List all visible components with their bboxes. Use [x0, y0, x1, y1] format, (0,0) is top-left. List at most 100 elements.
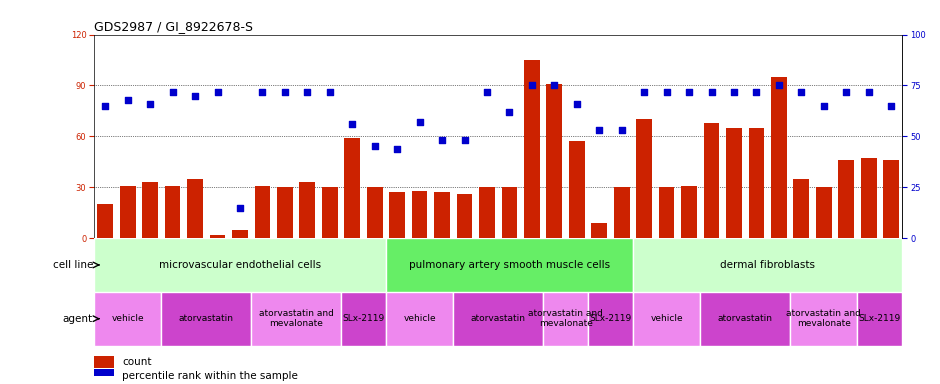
Text: atorvastatin and
mevalonate: atorvastatin and mevalonate	[787, 309, 861, 328]
Point	[636, 88, 651, 94]
Text: vehicle: vehicle	[111, 314, 144, 323]
Bar	[300, 182, 315, 238]
Point	[255, 88, 270, 94]
Bar	[94, 292, 162, 346]
Bar	[700, 292, 791, 346]
Bar	[726, 128, 742, 238]
Bar	[546, 84, 562, 238]
Point	[187, 93, 203, 99]
Bar	[142, 182, 158, 238]
Bar	[543, 292, 588, 346]
Text: atorvastatin and
mevalonate: atorvastatin and mevalonate	[258, 309, 334, 328]
Point	[772, 83, 787, 89]
Text: GDS2987 / GI_8922678-S: GDS2987 / GI_8922678-S	[94, 20, 253, 33]
Point	[457, 137, 472, 144]
Text: SLx-2119: SLx-2119	[342, 314, 384, 323]
Point	[525, 83, 540, 89]
Text: microvascular endothelial cells: microvascular endothelial cells	[159, 260, 321, 270]
Bar	[816, 187, 832, 238]
Bar	[412, 190, 428, 238]
Bar	[386, 238, 633, 292]
Text: atorvastatin: atorvastatin	[471, 314, 525, 323]
Bar	[251, 292, 341, 346]
Bar	[793, 179, 809, 238]
Bar	[94, 238, 386, 292]
Bar	[614, 187, 630, 238]
Text: atorvastatin: atorvastatin	[179, 314, 234, 323]
Point	[368, 144, 383, 150]
Bar	[321, 187, 337, 238]
Bar	[341, 292, 386, 346]
Text: cell line: cell line	[53, 260, 93, 270]
Point	[165, 88, 180, 94]
Bar	[861, 158, 877, 238]
Bar	[659, 187, 675, 238]
Bar	[434, 192, 450, 238]
Bar	[457, 194, 473, 238]
Point	[345, 121, 360, 127]
Bar	[210, 235, 226, 238]
Point	[838, 88, 854, 94]
Point	[300, 88, 315, 94]
Point	[277, 88, 292, 94]
Bar	[704, 123, 719, 238]
Bar	[569, 141, 585, 238]
Bar	[255, 185, 271, 238]
Point	[412, 119, 427, 125]
Text: pulmonary artery smooth muscle cells: pulmonary artery smooth muscle cells	[409, 260, 610, 270]
Point	[704, 88, 719, 94]
Text: atorvastatin and
mevalonate: atorvastatin and mevalonate	[528, 309, 603, 328]
Bar	[164, 185, 180, 238]
Point	[143, 101, 158, 107]
Point	[793, 88, 808, 94]
Bar	[838, 160, 854, 238]
Bar	[748, 128, 764, 238]
Bar	[479, 187, 494, 238]
Bar	[453, 292, 543, 346]
Bar	[884, 160, 899, 238]
Bar	[857, 292, 902, 346]
Bar	[344, 138, 360, 238]
Bar	[119, 185, 135, 238]
Point	[120, 97, 135, 103]
Text: dermal fibroblasts: dermal fibroblasts	[720, 260, 815, 270]
Bar	[633, 238, 902, 292]
Bar	[367, 187, 383, 238]
Bar	[389, 192, 405, 238]
Point	[547, 83, 562, 89]
Bar	[187, 179, 203, 238]
Point	[210, 88, 225, 94]
Text: percentile rank within the sample: percentile rank within the sample	[122, 371, 298, 381]
Text: SLx-2119: SLx-2119	[859, 314, 901, 323]
Point	[232, 204, 247, 210]
Point	[389, 146, 404, 152]
Bar	[98, 204, 113, 238]
Bar	[386, 292, 453, 346]
Bar	[94, 356, 115, 368]
Bar	[682, 185, 697, 238]
Bar	[791, 292, 857, 346]
Point	[861, 88, 876, 94]
Point	[727, 88, 742, 94]
Text: count: count	[122, 357, 151, 367]
Bar	[771, 77, 787, 238]
Bar	[633, 292, 700, 346]
Bar	[94, 369, 115, 382]
Bar	[502, 187, 517, 238]
Point	[502, 109, 517, 115]
Text: vehicle: vehicle	[403, 314, 436, 323]
Point	[816, 103, 831, 109]
Text: atorvastatin: atorvastatin	[718, 314, 773, 323]
Bar	[162, 292, 251, 346]
Point	[479, 88, 494, 94]
Point	[98, 103, 113, 109]
Point	[682, 88, 697, 94]
Point	[570, 101, 585, 107]
Point	[322, 88, 337, 94]
Bar	[277, 187, 292, 238]
Text: vehicle: vehicle	[650, 314, 683, 323]
Point	[591, 127, 606, 133]
Point	[884, 103, 899, 109]
Bar	[524, 60, 540, 238]
Bar	[636, 119, 652, 238]
